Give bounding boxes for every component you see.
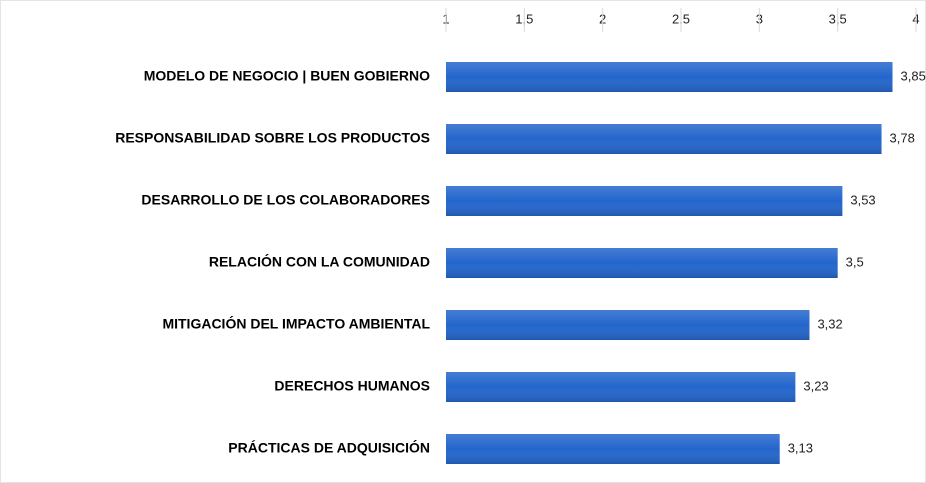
bar-shade <box>446 124 882 154</box>
bar-shade <box>446 310 810 340</box>
y-tick-label: MITIGACIÓN DEL IMPACTO AMBIENTAL <box>162 315 430 332</box>
value-label: 3,32 <box>817 316 842 331</box>
value-label: 3,78 <box>890 130 915 145</box>
bar-shade <box>446 186 843 216</box>
value-label: 3,23 <box>803 378 828 393</box>
y-tick-label: RESPONSABILIDAD SOBRE LOS PRODUCTOS <box>115 130 430 146</box>
bar-shade <box>446 372 796 402</box>
value-label: 3,53 <box>850 192 875 207</box>
y-tick-label: PRÁCTICAS DE ADQUISICIÓN <box>228 439 430 456</box>
bar-shade <box>446 434 780 464</box>
value-label: 3,5 <box>846 254 864 269</box>
bar-shade <box>446 62 893 92</box>
value-label: 3,13 <box>788 440 813 455</box>
y-tick-label: RELACIÓN CON LA COMUNIDAD <box>209 253 430 270</box>
y-tick-label: DESARROLLO DE LOS COLABORADORES <box>141 192 430 208</box>
bar-shade <box>446 248 838 278</box>
y-tick-label: MODELO DE NEGOCIO | BUEN GOBIERNO <box>144 68 430 84</box>
y-tick-label: DERECHOS HUMANOS <box>274 378 430 394</box>
value-label: 3,85 <box>901 68 926 83</box>
